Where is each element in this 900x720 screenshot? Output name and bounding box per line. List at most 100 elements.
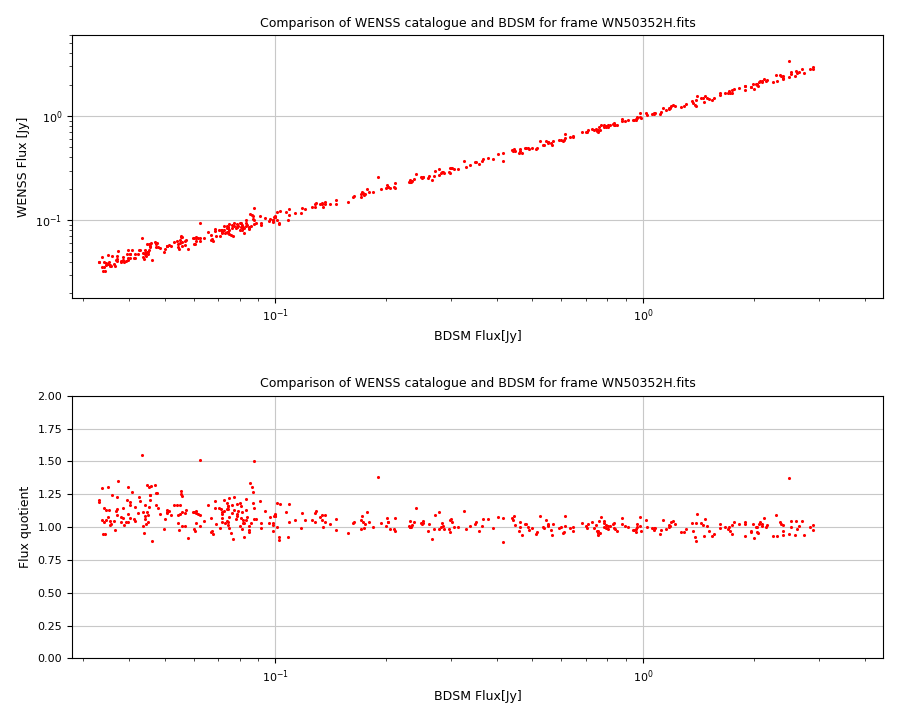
Point	[120, 495, 134, 506]
Point	[587, 523, 601, 534]
Point	[374, 517, 388, 528]
Point	[617, 521, 632, 532]
Point	[481, 152, 495, 163]
Point	[236, 221, 250, 233]
Point	[615, 518, 629, 529]
Point	[585, 123, 599, 135]
Point	[432, 523, 446, 535]
Point	[662, 103, 676, 114]
Point	[318, 516, 332, 528]
Point	[776, 529, 790, 541]
Point	[141, 502, 156, 513]
Point	[782, 473, 796, 485]
Point	[140, 247, 155, 258]
Point	[356, 189, 371, 201]
Point	[98, 528, 112, 540]
Point	[481, 513, 495, 525]
Point	[803, 521, 817, 532]
Point	[726, 83, 741, 94]
Point	[174, 230, 188, 242]
Point	[639, 515, 653, 526]
Point	[298, 204, 312, 215]
Point	[164, 509, 178, 521]
Point	[403, 176, 418, 188]
Point	[220, 503, 234, 515]
Point	[515, 148, 529, 159]
Point	[305, 514, 320, 526]
Point	[666, 516, 680, 527]
Point	[227, 220, 241, 232]
Point	[267, 510, 282, 521]
Point	[197, 233, 211, 244]
Point	[176, 240, 190, 252]
Point	[175, 231, 189, 243]
Point	[723, 526, 737, 537]
Point	[745, 78, 760, 90]
Point	[282, 209, 296, 220]
Point	[447, 163, 462, 175]
Point	[738, 80, 752, 91]
Point	[491, 148, 505, 160]
Point	[315, 199, 329, 210]
Point	[281, 215, 295, 226]
Point	[318, 509, 332, 521]
Point	[246, 498, 260, 509]
Point	[597, 517, 611, 528]
Point	[415, 172, 429, 184]
Point	[724, 88, 739, 99]
X-axis label: BDSM Flux[Jy]: BDSM Flux[Jy]	[434, 330, 521, 343]
Point	[557, 520, 572, 531]
Point	[140, 238, 154, 250]
Point	[575, 126, 590, 138]
Point	[705, 94, 719, 105]
Point	[174, 231, 188, 243]
Point	[403, 521, 418, 533]
Point	[415, 518, 429, 530]
Point	[204, 234, 219, 246]
Point	[769, 509, 783, 521]
Point	[110, 504, 124, 516]
Point	[222, 224, 237, 235]
Point	[607, 119, 621, 130]
Point	[105, 489, 120, 500]
Point	[648, 522, 662, 534]
Point	[269, 214, 284, 225]
Point	[422, 518, 436, 530]
Point	[309, 505, 323, 517]
Point	[136, 521, 150, 532]
Point	[700, 521, 715, 532]
Point	[173, 234, 187, 246]
Point	[468, 518, 482, 530]
Point	[170, 235, 184, 247]
Point	[315, 197, 329, 209]
Point	[512, 147, 526, 158]
Point	[444, 513, 458, 525]
Point	[191, 232, 205, 243]
Point	[227, 505, 241, 516]
Point	[414, 517, 428, 528]
Point	[127, 513, 141, 525]
Point	[590, 526, 605, 537]
Point	[469, 516, 483, 528]
Point	[752, 518, 766, 529]
Point	[401, 176, 416, 188]
Point	[647, 107, 662, 119]
Point	[136, 251, 150, 263]
Point	[652, 108, 667, 120]
Point	[224, 229, 238, 240]
Point	[309, 198, 323, 210]
Point	[123, 248, 138, 260]
Point	[776, 70, 790, 81]
Point	[226, 217, 240, 228]
Point	[536, 139, 550, 150]
Point	[459, 161, 473, 173]
Point	[245, 482, 259, 493]
Point	[241, 222, 256, 233]
Point	[131, 244, 146, 256]
Point	[766, 530, 780, 541]
Point	[187, 525, 202, 536]
Point	[580, 523, 595, 534]
Point	[769, 69, 783, 81]
Point	[361, 186, 375, 198]
Point	[447, 521, 462, 533]
